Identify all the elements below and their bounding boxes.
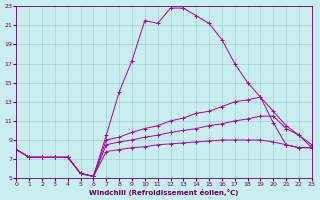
X-axis label: Windchill (Refroidissement éolien,°C): Windchill (Refroidissement éolien,°C) xyxy=(89,189,239,196)
